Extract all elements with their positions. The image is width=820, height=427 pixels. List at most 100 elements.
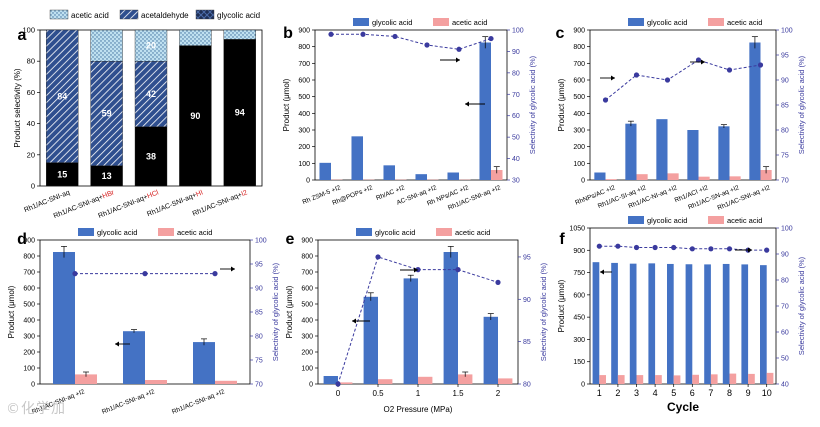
bar-f-glycolic-acid bbox=[722, 263, 730, 384]
arrow-e-right-head bbox=[414, 267, 418, 273]
selectivity-point-f bbox=[596, 243, 602, 249]
y-tick-label-d: 200 bbox=[23, 350, 35, 357]
y2-tick-label-d: 85 bbox=[255, 310, 263, 317]
plot-frame-c bbox=[589, 29, 777, 181]
stack-segment-a-acetic-acid bbox=[223, 29, 256, 40]
bar-f-glycolic-acid bbox=[760, 265, 767, 384]
y-tick-label-e: 300 bbox=[301, 334, 313, 341]
selectivity-point-c bbox=[664, 77, 671, 83]
stack-segment-a-acetic-acid bbox=[134, 29, 168, 62]
selectivity-point-e bbox=[375, 254, 381, 260]
y2-tick-label-b: 40 bbox=[512, 156, 520, 163]
selectivity-point-c bbox=[757, 62, 764, 68]
bar-value-label-a: 94 bbox=[235, 108, 245, 118]
bar-f-glycolic-acid bbox=[685, 264, 693, 384]
y-tick-label-a: 80 bbox=[27, 57, 35, 66]
y-axis-label-c: Product (μmol) bbox=[557, 78, 566, 131]
y-tick-label-c: 800 bbox=[573, 44, 585, 51]
y2-tick-label-f: 80 bbox=[781, 278, 789, 285]
selectivity-point-f bbox=[633, 244, 640, 251]
bar-c-acetic-acid bbox=[605, 179, 617, 180]
y2-axis-label-f: Selectivity of glycolic acid (%) bbox=[797, 256, 806, 355]
x-tick-label-f: 10 bbox=[762, 388, 772, 398]
legend-swatch-a bbox=[119, 9, 139, 20]
y-tick-label-e: 600 bbox=[301, 286, 313, 293]
x-axis-label-f: Cycle bbox=[667, 400, 699, 414]
selectivity-point-c bbox=[633, 72, 640, 78]
y2-tick-label-d: 95 bbox=[255, 262, 263, 269]
panel-letter-d: d bbox=[17, 231, 27, 248]
y-tick-label-b: 500 bbox=[298, 94, 310, 101]
y-tick-label-c: 0 bbox=[581, 178, 585, 185]
legend-swatch-e-glycolic bbox=[356, 228, 372, 236]
bar-b-glycolic-acid bbox=[447, 172, 459, 180]
y2-tick-label-d: 100 bbox=[255, 238, 267, 245]
legend-label-c-glycolic: glycolic acid bbox=[647, 18, 687, 27]
panel-letter-c: c bbox=[556, 25, 565, 42]
y-tick-label-a: 20 bbox=[27, 150, 35, 159]
bar-value-label-a: 84 bbox=[57, 91, 67, 101]
legend-label-e-glycolic: glycolic acid bbox=[375, 228, 415, 237]
y2-tick-label-f: 50 bbox=[781, 356, 789, 363]
bar-c-glycolic-acid bbox=[656, 119, 668, 180]
legend-swatch-c-glycolic bbox=[628, 18, 644, 26]
x-tick-label-d: Rh1/AC-SNI-aq +I2 bbox=[171, 388, 226, 416]
bar-c-glycolic-acid bbox=[687, 130, 699, 180]
y2-axis-label-b: Selectivity of glycolic acid (%) bbox=[528, 55, 537, 154]
bar-f-glycolic-acid bbox=[648, 263, 656, 384]
bar-e-glycolic-acid bbox=[363, 296, 378, 384]
bar-value-label-a: 15 bbox=[57, 169, 67, 179]
legend-swatch-d-acetic bbox=[158, 228, 174, 236]
stack-segment-a-acetic-acid bbox=[179, 29, 212, 46]
x-tick-label-e: 1 bbox=[416, 389, 421, 398]
y2-tick-label-f: 40 bbox=[781, 382, 789, 389]
legend-label-b-glycolic: glycolic acid bbox=[372, 18, 412, 27]
selectivity-point-f bbox=[615, 243, 621, 249]
x-tick-label-a-additive: HCl bbox=[146, 189, 160, 200]
y2-axis-label-c: Selectivity of glycolic acid (%) bbox=[797, 55, 806, 154]
plot-frame-b bbox=[314, 29, 508, 181]
x-tick-label-e: 0 bbox=[336, 389, 341, 398]
y2-axis-label-d: Selectivity of glycolic acid (%) bbox=[271, 262, 280, 361]
x-tick-label-f: 8 bbox=[727, 388, 732, 398]
selectivity-point-c bbox=[726, 67, 733, 73]
y2-tick-label-f: 90 bbox=[781, 252, 789, 259]
y-tick-label-e: 900 bbox=[301, 238, 313, 245]
selectivity-point-b bbox=[456, 46, 462, 52]
legend-swatch-b-glycolic bbox=[353, 18, 369, 26]
legend-swatch-a bbox=[195, 9, 215, 20]
y2-tick-label-c: 80 bbox=[781, 128, 789, 135]
y2-tick-label-c: 75 bbox=[781, 153, 789, 160]
bar-e-glycolic-acid bbox=[483, 316, 498, 384]
legend-label-f-acetic: acetic acid bbox=[727, 216, 762, 225]
bar-f-acetic-acid bbox=[766, 372, 774, 384]
y2-tick-label-f: 60 bbox=[781, 330, 789, 337]
bar-f-acetic-acid bbox=[599, 375, 606, 384]
y-tick-label-a: 60 bbox=[27, 88, 35, 97]
bar-e-acetic-acid bbox=[378, 379, 393, 384]
bar-f-glycolic-acid bbox=[629, 263, 637, 384]
y2-tick-label-c: 95 bbox=[781, 53, 789, 60]
legend-label-c-acetic: acetic acid bbox=[727, 18, 762, 27]
bar-b-glycolic-acid bbox=[383, 165, 395, 180]
bar-d-acetic-acid bbox=[145, 380, 167, 384]
stack-segment-a-glycolic-acid bbox=[223, 39, 256, 187]
y-axis-label-b: Product (μmol) bbox=[282, 78, 291, 131]
y-tick-label-b: 200 bbox=[298, 144, 310, 151]
y-tick-label-f: 900 bbox=[573, 248, 585, 255]
y2-tick-label-b: 60 bbox=[512, 113, 520, 120]
stack-segment-a-acetic-acid bbox=[90, 29, 123, 62]
bar-e-acetic-acid bbox=[338, 382, 353, 384]
y-axis-label-f: Product (μmol) bbox=[557, 279, 566, 332]
selectivity-point-b bbox=[392, 33, 398, 40]
y-tick-label-d: 100 bbox=[23, 366, 35, 373]
y-tick-label-d: 300 bbox=[23, 334, 35, 341]
y2-tick-label-b: 100 bbox=[512, 28, 524, 35]
stack-segment-a-acetaldehyde bbox=[134, 61, 168, 127]
legend-swatch-b-acetic bbox=[433, 18, 449, 26]
selectivity-point-e bbox=[495, 279, 501, 285]
y-tick-label-e: 800 bbox=[301, 254, 313, 261]
selectivity-point-e bbox=[335, 381, 341, 387]
x-tick-label-a-additive: HBr bbox=[102, 189, 116, 200]
